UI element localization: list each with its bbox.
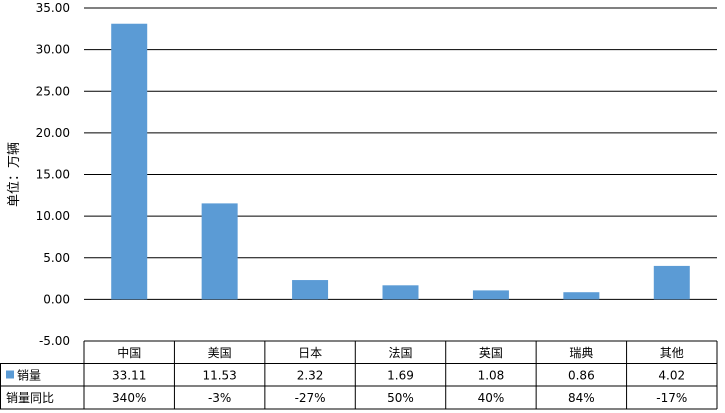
data-value: 1.69 bbox=[387, 369, 414, 383]
data-value: 4.02 bbox=[658, 369, 685, 383]
yoy-value: -27% bbox=[295, 391, 326, 405]
data-value: 11.53 bbox=[202, 369, 236, 383]
category-label: 日本 bbox=[298, 346, 322, 360]
y-tick-label: 5.00 bbox=[43, 251, 70, 265]
y-tick-label: 0.00 bbox=[43, 292, 70, 306]
bar-2 bbox=[292, 280, 329, 300]
data-value: 2.32 bbox=[297, 369, 324, 383]
y-tick-label: 30.00 bbox=[36, 43, 70, 57]
y-axis-label: 单位：万辆 bbox=[7, 142, 22, 207]
y-tick-label: 35.00 bbox=[36, 1, 70, 15]
grid-lines bbox=[84, 7, 717, 300]
y-tick-label: 25.00 bbox=[36, 84, 70, 98]
yoy-value: 40% bbox=[478, 391, 505, 405]
data-value: 0.86 bbox=[568, 369, 595, 383]
yoy-value: 340% bbox=[112, 391, 146, 405]
y-tick-label: 10.00 bbox=[36, 209, 70, 223]
category-label: 瑞典 bbox=[569, 346, 593, 360]
category-label: 中国 bbox=[117, 345, 141, 360]
yoy-value: 50% bbox=[387, 391, 414, 405]
legend-key bbox=[6, 370, 14, 379]
y-tick-label: 20.00 bbox=[36, 126, 70, 140]
bar-3 bbox=[382, 285, 419, 300]
y-axis-ticks: -5.00 0.00 5.00 10.00 15.00 20.00 25.00 30.00 35… bbox=[36, 1, 70, 348]
category-label: 法国 bbox=[388, 346, 412, 360]
bar-0 bbox=[111, 23, 148, 300]
yoy-value: -3% bbox=[208, 391, 231, 405]
y-tick-label: -5.00 bbox=[39, 334, 70, 348]
category-label: 美国 bbox=[208, 346, 232, 360]
yoy-value: 84% bbox=[568, 391, 595, 405]
bar-4 bbox=[472, 290, 509, 300]
category-label: 英国 bbox=[479, 346, 503, 360]
category-label: 其他 bbox=[660, 346, 684, 360]
bar-6 bbox=[653, 265, 690, 300]
bar-1 bbox=[201, 203, 238, 300]
bars bbox=[111, 23, 690, 300]
data-value: 33.11 bbox=[112, 369, 146, 383]
series-label: 销量 bbox=[17, 369, 41, 383]
y-tick-label: 15.00 bbox=[36, 168, 70, 182]
bar-5 bbox=[563, 292, 600, 300]
yoy-value: -17% bbox=[656, 391, 687, 405]
data-value: 1.08 bbox=[478, 369, 505, 383]
row-label: 销量同比 bbox=[6, 391, 54, 405]
